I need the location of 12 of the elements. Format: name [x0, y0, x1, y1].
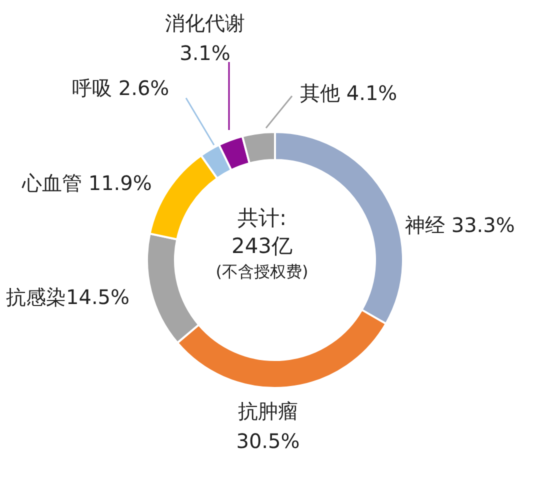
slice-label: 呼吸 2.6%	[72, 76, 170, 100]
text: 243亿	[231, 234, 293, 258]
slice-label: 其他 4.1%	[300, 81, 398, 105]
data-label: 30.5%	[236, 429, 300, 453]
slice-label: 心血管 11.9%	[21, 171, 152, 195]
data-label: 3.1%	[180, 41, 230, 65]
text: 共计:	[237, 206, 287, 230]
slice-label: 神经 33.3%	[405, 213, 515, 237]
slice-label: 抗肿瘤	[238, 399, 298, 423]
slice-label: 消化代谢	[165, 11, 245, 35]
text: (不含授权费)	[216, 262, 308, 281]
slice-label: 抗感染14.5%	[6, 285, 130, 309]
